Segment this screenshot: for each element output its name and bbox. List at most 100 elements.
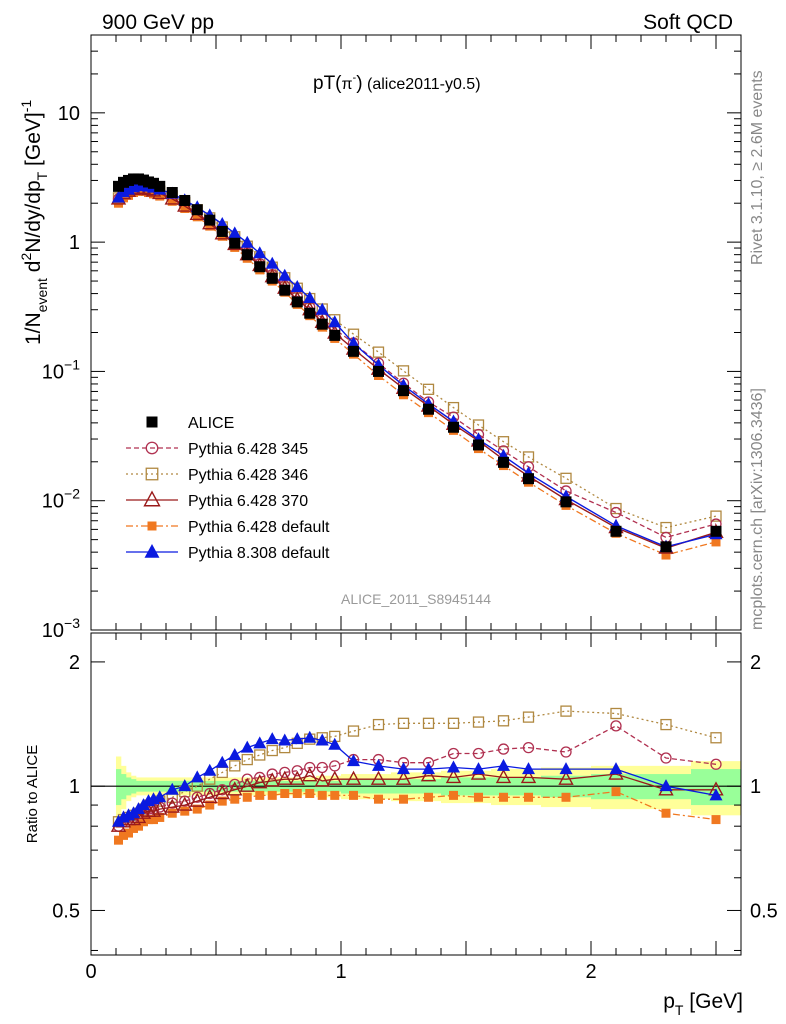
ratio-point-p345 bbox=[279, 766, 291, 779]
ratio-point-p6def bbox=[280, 789, 290, 799]
data-point-alice bbox=[560, 496, 572, 508]
ratio-point-p8def bbox=[347, 754, 360, 767]
ratio-point-p370 bbox=[495, 768, 512, 784]
ratio-point-p346 bbox=[522, 711, 535, 723]
ratio-point-p370 bbox=[314, 772, 330, 787]
ratio-point-p346 bbox=[497, 715, 510, 727]
ratio-point-p8def bbox=[609, 762, 623, 775]
ratio-point-p346 bbox=[397, 717, 410, 729]
data-point-alice bbox=[291, 296, 303, 308]
data-point-p346 bbox=[422, 383, 435, 395]
ratio-point-p345 bbox=[179, 795, 191, 807]
ratio-point-p8def bbox=[522, 762, 535, 775]
legend-entry-p8def: Pythia 8.308 default bbox=[126, 543, 330, 562]
data-point-alice bbox=[154, 180, 166, 192]
ratio-point-p370 bbox=[520, 768, 537, 784]
ratio-y-tick-label: 2 bbox=[69, 652, 80, 674]
tick-base: 10 bbox=[42, 620, 64, 642]
data-point-p346 bbox=[610, 502, 622, 515]
main-y-tick-label: 10−2 bbox=[42, 486, 80, 513]
y-title-part-d: 2 bbox=[18, 253, 34, 261]
data-point-p8def bbox=[265, 256, 279, 269]
ratio-point-p6def bbox=[424, 792, 433, 802]
ratio-point-p346 bbox=[229, 760, 241, 772]
legend-entry-p6def: Pythia 6.428 default bbox=[126, 519, 330, 536]
legend-marker bbox=[146, 416, 158, 428]
ratio-y-tick-label: 1 bbox=[69, 776, 80, 798]
ratio-point-p345 bbox=[216, 784, 228, 796]
ratio-point-p6def bbox=[317, 790, 327, 800]
data-point-alice bbox=[266, 272, 278, 284]
ratio-point-p370 bbox=[164, 798, 180, 813]
data-point-p8def bbox=[228, 226, 242, 239]
x-title-part-a: p bbox=[663, 990, 675, 1013]
ratio-y-tick-label-right: 2 bbox=[750, 652, 761, 674]
y-title-part-h: -1 bbox=[18, 100, 34, 113]
ratio-point-p6def bbox=[292, 789, 302, 799]
tick-exponent: −2 bbox=[64, 486, 80, 502]
data-point-alice bbox=[254, 261, 266, 273]
legend-entry-alice: ALICE bbox=[146, 415, 234, 432]
ratio-point-p345 bbox=[660, 752, 672, 764]
ratio-point-p370 bbox=[152, 800, 168, 815]
data-point-alice bbox=[448, 421, 459, 433]
main-y-axis-title: 1/Nevent d2N/dy/dpT [GeV]-1 bbox=[18, 100, 50, 345]
ratio-point-p345 bbox=[472, 747, 485, 760]
data-point-p8def bbox=[278, 268, 292, 281]
ratio-point-p6def bbox=[661, 808, 671, 818]
ratio-point-p345 bbox=[191, 791, 203, 803]
plot-title: pT(π-) (alice2011-y0.5) bbox=[313, 72, 481, 94]
ratio-point-p345 bbox=[241, 773, 253, 785]
data-point-alice bbox=[148, 177, 159, 189]
data-point-p8def bbox=[328, 315, 342, 328]
ratio-point-p6def bbox=[119, 830, 128, 840]
ratio-point-p8def bbox=[290, 732, 304, 745]
ratio-point-p6def bbox=[374, 794, 383, 804]
ratio-point-p6def bbox=[499, 792, 508, 802]
ratio-point-p370 bbox=[302, 767, 318, 782]
series-line-p345 bbox=[118, 187, 717, 539]
ratio-point-p8def bbox=[228, 747, 242, 760]
main-panel-ticks bbox=[90, 34, 742, 631]
main-y-tick-label: 1 bbox=[69, 232, 80, 254]
ratio-point-p346 bbox=[347, 725, 360, 737]
data-point-p6def bbox=[119, 193, 128, 203]
data-point-p6def bbox=[167, 196, 177, 206]
ratio-point-p8def bbox=[303, 730, 317, 743]
ratio-y-tick-label-right: 1 bbox=[750, 776, 761, 798]
ratio-point-p370 bbox=[145, 802, 162, 817]
ratio-panel-content bbox=[91, 705, 742, 845]
plot-title-tag: (alice2011-y0.5) bbox=[363, 76, 481, 93]
plot-title-particle: π bbox=[342, 76, 353, 93]
ratio-point-p8def bbox=[165, 782, 179, 795]
ratio-y-tick-label: 0.5 bbox=[52, 900, 80, 922]
data-point-alice bbox=[523, 473, 534, 485]
legend-marker bbox=[144, 543, 160, 558]
data-point-alice bbox=[610, 525, 622, 537]
data-point-alice bbox=[710, 525, 722, 537]
data-point-alice bbox=[348, 345, 359, 357]
ratio-point-p370 bbox=[345, 770, 362, 785]
main-panel-frame bbox=[90, 34, 742, 631]
ratio-panel-ticks bbox=[90, 633, 742, 955]
legend-label: Pythia 8.308 default bbox=[188, 545, 330, 562]
data-point-alice bbox=[660, 541, 672, 553]
legend-label: Pythia 6.428 default bbox=[188, 519, 330, 536]
ratio-point-p8def bbox=[659, 779, 673, 792]
ratio-point-p8def bbox=[265, 732, 279, 745]
data-point-alice bbox=[179, 194, 191, 206]
mcplots-reference-label: mcplots.cern.ch [arXiv:1306.3436] bbox=[749, 388, 766, 630]
data-point-p8def bbox=[315, 302, 329, 315]
tick-base: 10 bbox=[42, 491, 64, 513]
ratio-point-p370 bbox=[177, 796, 193, 811]
y-title-part-g: [GeV] bbox=[22, 112, 45, 172]
ratio-point-p370 bbox=[445, 768, 462, 784]
ratio-point-p370 bbox=[289, 770, 305, 785]
y-title-part-e: N/dy/dp bbox=[22, 180, 45, 252]
ratio-point-p6def bbox=[134, 821, 143, 831]
ratio-point-p6def bbox=[144, 815, 153, 825]
ratio-point-p370 bbox=[252, 774, 268, 789]
legend-label: ALICE bbox=[188, 415, 234, 432]
ratio-point-p6def bbox=[255, 790, 265, 800]
